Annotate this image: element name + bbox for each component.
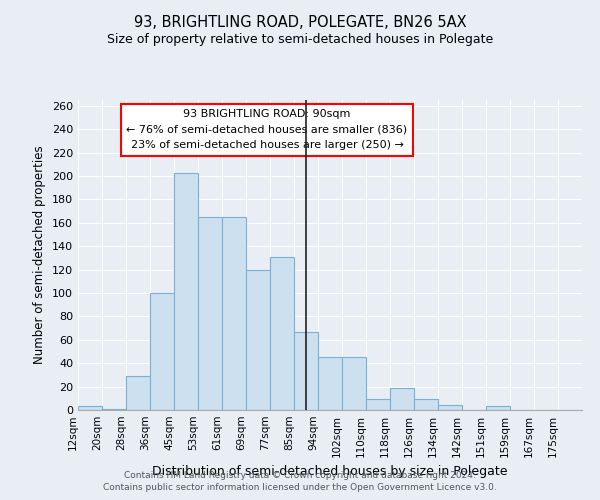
Bar (270, 257, 294, 410)
Bar (294, 332, 318, 410)
Bar (390, 388, 414, 410)
Bar (246, 270, 270, 410)
Bar (222, 217, 246, 410)
Bar (342, 358, 366, 410)
X-axis label: Distribution of semi-detached houses by size in Polegate: Distribution of semi-detached houses by … (152, 466, 508, 478)
Bar (438, 406, 462, 410)
Y-axis label: Number of semi-detached properties: Number of semi-detached properties (34, 146, 46, 364)
Text: 93 BRIGHTLING ROAD: 90sqm
← 76% of semi-detached houses are smaller (836)
23% of: 93 BRIGHTLING ROAD: 90sqm ← 76% of semi-… (127, 110, 407, 150)
Bar (174, 172, 198, 410)
Text: Contains public sector information licensed under the Open Government Licence v3: Contains public sector information licen… (103, 483, 497, 492)
Bar (78, 406, 102, 410)
Bar (414, 400, 438, 410)
Bar (150, 293, 174, 410)
Bar (486, 406, 510, 410)
Text: 93, BRIGHTLING ROAD, POLEGATE, BN26 5AX: 93, BRIGHTLING ROAD, POLEGATE, BN26 5AX (134, 15, 466, 30)
Bar (366, 400, 390, 410)
Bar (318, 358, 342, 410)
Text: Size of property relative to semi-detached houses in Polegate: Size of property relative to semi-detach… (107, 32, 493, 46)
Bar (102, 409, 126, 410)
Bar (126, 376, 150, 410)
Bar (198, 217, 222, 410)
Text: Contains HM Land Registry data © Crown copyright and database right 2024.: Contains HM Land Registry data © Crown c… (124, 470, 476, 480)
